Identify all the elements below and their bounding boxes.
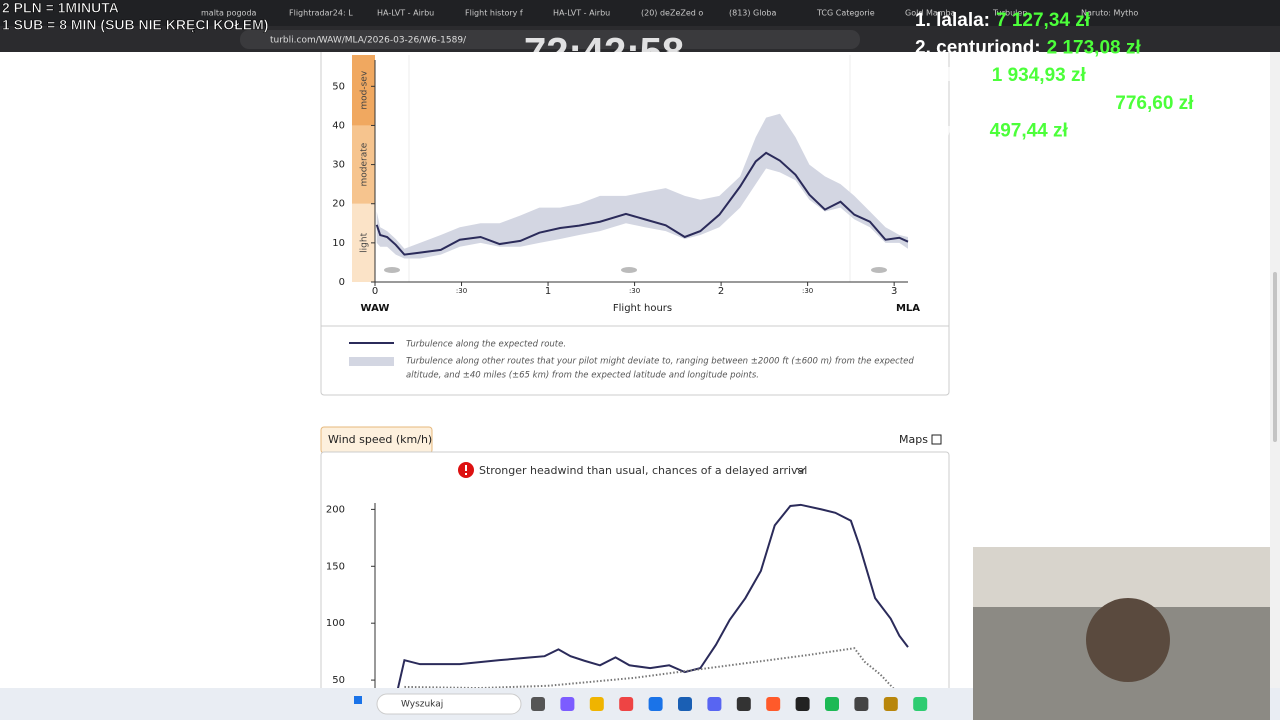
external-icon bbox=[931, 434, 942, 445]
taskbar-icon[interactable] bbox=[854, 697, 869, 711]
series-line bbox=[397, 503, 909, 688]
y-tick-label: 20 bbox=[332, 199, 345, 210]
rules: 2 PLN = 1MINUTA bbox=[2, 0, 119, 16]
taskbar-icon[interactable] bbox=[825, 697, 839, 711]
taskbar-icon[interactable] bbox=[589, 697, 604, 711]
tab-title[interactable]: HA-LVT - Airbu bbox=[553, 9, 610, 18]
wind-card bbox=[320, 451, 950, 688]
taskbar-icon[interactable] bbox=[678, 697, 692, 711]
leaderboard-rank: 5. widz: bbox=[915, 120, 984, 141]
search-text[interactable]: Wyszukaj bbox=[401, 700, 443, 710]
alert-mark bbox=[465, 473, 467, 475]
leaderboard-amount: 2 173,08 zł bbox=[1047, 38, 1142, 59]
x-tick-label: :30 bbox=[802, 287, 813, 295]
y-tick-label: 40 bbox=[332, 120, 345, 131]
search-box[interactable] bbox=[376, 693, 522, 715]
tab-title[interactable]: malta pogoda bbox=[201, 9, 257, 18]
tab-title[interactable]: Naruto: Mytho bbox=[1081, 9, 1138, 18]
plane-icon bbox=[621, 267, 637, 273]
tab-title[interactable]: (813) Globa bbox=[729, 9, 776, 18]
x-tick-label: 2 bbox=[718, 286, 724, 297]
leaderboard-entry: 1. lalala: 7 127,34 zł bbox=[915, 10, 1091, 31]
url-field[interactable] bbox=[240, 30, 860, 49]
leaderboard-rank: 4. Penetrator dziurek: bbox=[915, 93, 1109, 114]
y-tick-label: 100 bbox=[326, 618, 345, 629]
taskbar-icon[interactable] bbox=[766, 697, 781, 711]
destination: MLA bbox=[896, 303, 920, 314]
y-tick-label: 0 bbox=[339, 277, 345, 288]
tab-title[interactable]: (20) deZeZed o bbox=[641, 9, 703, 18]
scroll-thumb[interactable] bbox=[1273, 272, 1277, 442]
alert-mark bbox=[465, 465, 467, 471]
legend-text: altitude, and ±40 miles (±65 km) from th… bbox=[406, 371, 759, 381]
origin: WAW bbox=[361, 303, 390, 314]
tab-title[interactable]: TCG Categorie bbox=[816, 9, 875, 18]
y-tick-label: 200 bbox=[326, 504, 345, 515]
severity-label: moderate bbox=[360, 142, 370, 186]
x-tick-label: 1 bbox=[545, 286, 551, 297]
severity-band bbox=[352, 125, 375, 204]
x-tick-label: 0 bbox=[372, 286, 378, 297]
legend-text: Turbulence along other routes that your … bbox=[406, 357, 914, 367]
leaderboard-rank: 3. alpik: bbox=[915, 65, 986, 86]
webcam-wall bbox=[973, 547, 1270, 607]
y-tick-label: 150 bbox=[326, 561, 345, 572]
severity-label: light bbox=[360, 232, 370, 252]
y-tick-label: 50 bbox=[332, 675, 345, 686]
taskbar-icon[interactable] bbox=[531, 697, 545, 711]
leaderboard-entry: 4. Penetrator dziurek: 776,60 zł bbox=[915, 93, 1194, 114]
taskbar-icon[interactable] bbox=[913, 697, 928, 711]
tab-title[interactable]: Gold Mamba bbox=[905, 9, 956, 18]
tab-title[interactable]: HA-LVT - Airbu bbox=[377, 9, 434, 18]
x-tick-label: 3 bbox=[891, 286, 897, 297]
leaderboard-rank: 1. lalala: bbox=[915, 10, 990, 31]
x-tick-label: :30 bbox=[456, 287, 467, 295]
leaderboard-amount: 497,44 zł bbox=[990, 120, 1069, 141]
severity-band bbox=[352, 55, 375, 126]
x-tick-label: :30 bbox=[629, 287, 640, 295]
rules: 1 SUB = 8 MIN (SUB NIE KRĘCI KOŁEM) bbox=[2, 17, 268, 33]
severity-band bbox=[352, 203, 375, 282]
tab-bar bbox=[0, 0, 1280, 26]
y-tick-label: 30 bbox=[332, 160, 345, 171]
timer: 72:42:58 bbox=[524, 31, 684, 75]
leaderboard-amount: 7 127,34 zł bbox=[996, 10, 1091, 31]
severity-label: mod-sev bbox=[360, 70, 370, 109]
usual-line bbox=[404, 647, 895, 688]
wind-alert[interactable]: Stronger headwind than usual, chances of… bbox=[479, 464, 807, 477]
taskbar-icon[interactable] bbox=[883, 697, 898, 711]
maps-link[interactable]: Maps bbox=[899, 433, 928, 446]
y-tick-label: 50 bbox=[332, 81, 345, 92]
x-axis-title: Flight hours bbox=[613, 303, 672, 314]
taskbar-icon[interactable] bbox=[560, 697, 575, 711]
tab-title[interactable]: Flight history f bbox=[465, 9, 523, 18]
taskbar-icon[interactable] bbox=[648, 697, 663, 711]
plane-icon bbox=[384, 267, 400, 273]
taskbar-icon[interactable] bbox=[795, 697, 810, 711]
series-line bbox=[375, 151, 909, 256]
leaderboard-entry: 5. widz: 497,44 zł bbox=[915, 120, 1069, 141]
leaderboard-amount: 1 934,93 zł bbox=[992, 65, 1087, 86]
leaderboard-amount: 776,60 zł bbox=[1115, 93, 1194, 114]
url[interactable]: turbli.com/WAW/MLA/2026-03-26/W6-1589/ bbox=[270, 36, 467, 46]
chevron bbox=[796, 467, 806, 473]
plane-icon bbox=[871, 267, 887, 273]
leaderboard-rank: 2. centuriond: bbox=[915, 38, 1041, 59]
y-tick-label: 10 bbox=[332, 238, 345, 249]
leaderboard-entry: 3. alpik: 1 934,93 zł bbox=[915, 65, 1086, 86]
legend-band-swatch bbox=[349, 357, 394, 366]
taskbar-icon[interactable] bbox=[619, 697, 634, 711]
webcam-person bbox=[1086, 598, 1170, 682]
taskbar-icon[interactable] bbox=[736, 697, 751, 711]
wind-tab-label[interactable]: Wind speed (km/h) bbox=[328, 433, 432, 446]
leaderboard-entry: 2. centuriond: 2 173,08 zł bbox=[915, 38, 1141, 59]
legend-text: Turbulence along the expected route. bbox=[406, 340, 566, 350]
deviation-band bbox=[376, 113, 908, 259]
start-button[interactable] bbox=[354, 696, 362, 704]
tab-title[interactable]: Flightradar24: L bbox=[289, 9, 353, 18]
taskbar-icon[interactable] bbox=[707, 697, 722, 711]
tab-title[interactable]: Turbulen bbox=[992, 9, 1027, 18]
